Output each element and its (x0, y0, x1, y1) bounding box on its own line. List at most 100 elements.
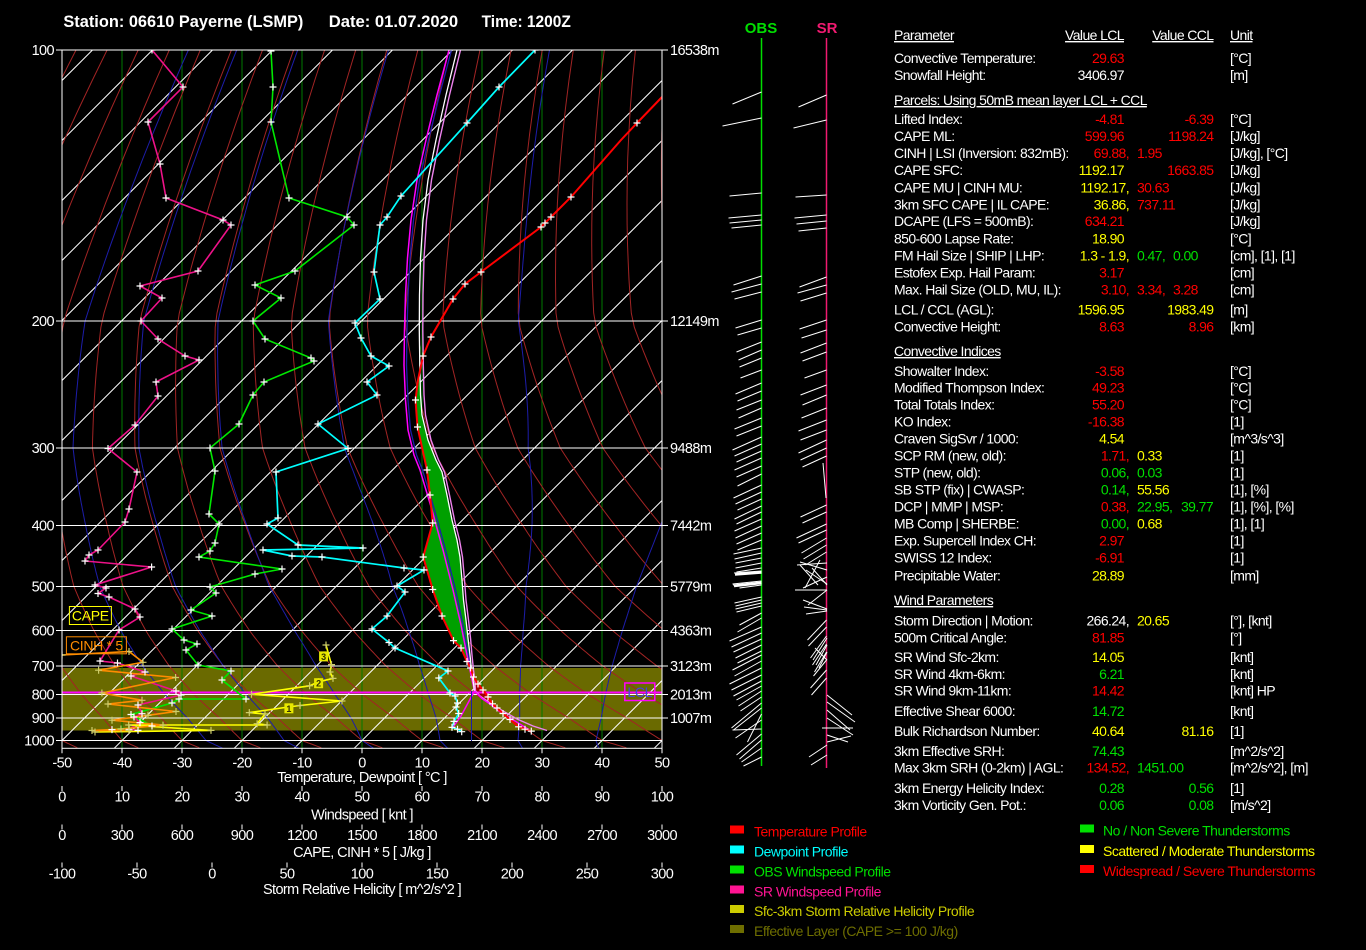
svg-text:Station: 06610 Payerne (LSMP)D: Station: 06610 Payerne (LSMP) Date: 01.07… (63, 12, 570, 31)
svg-text:36.86,: 36.86, (1094, 197, 1129, 213)
svg-text:12149m: 12149m (670, 314, 719, 330)
svg-text:Lifted Index:: Lifted Index: (894, 111, 962, 127)
svg-text:90: 90 (595, 790, 610, 806)
svg-text:0.08: 0.08 (1189, 797, 1215, 813)
svg-text:KO Index:: KO Index: (894, 414, 951, 430)
svg-text:[J/kg]: [J/kg] (1230, 213, 1260, 229)
svg-text:14.72: 14.72 (1092, 703, 1125, 719)
svg-text:[J/kg]: [J/kg] (1230, 180, 1260, 196)
svg-text:[°C]: [°C] (1230, 397, 1251, 413)
svg-text:CAPE MU | CINH MU:: CAPE MU | CINH MU: (894, 180, 1022, 196)
svg-text:3: 3 (321, 652, 326, 662)
svg-text:FM Hail Size | SHIP | LHP:: FM Hail Size | SHIP | LHP: (894, 248, 1044, 264)
svg-text:[m^2/s^2], [m]: [m^2/s^2], [m] (1230, 760, 1308, 776)
svg-text:[1]: [1] (1230, 414, 1244, 430)
svg-text:[knt]: [knt] (1230, 649, 1253, 665)
svg-text:1: 1 (286, 704, 291, 714)
svg-text:CAPE SFC:: CAPE SFC: (894, 162, 963, 178)
svg-text:10: 10 (415, 756, 430, 772)
svg-text:0: 0 (208, 867, 216, 883)
svg-text:[1], [%], [%]: [1], [%], [%] (1230, 499, 1294, 515)
svg-text:81.16: 81.16 (1181, 723, 1214, 739)
svg-text:CINH | LSI (Inversion: 832mB):: CINH | LSI (Inversion: 832mB): (894, 145, 1069, 161)
svg-text:0: 0 (58, 790, 66, 806)
svg-text:Widespread / Severe Thundersto: Widespread / Severe Thunderstorms (1103, 863, 1316, 879)
svg-text:1000: 1000 (24, 734, 54, 750)
svg-text:Max 3km SRH (0-2km) | AGL:: Max 3km SRH (0-2km) | AGL: (894, 760, 1063, 776)
svg-text:600: 600 (32, 624, 55, 640)
svg-text:[knt]: [knt] (1230, 703, 1253, 719)
svg-text:Parameter: Parameter (894, 27, 955, 43)
svg-text:50: 50 (355, 790, 370, 806)
svg-text:600: 600 (171, 828, 194, 844)
svg-text:74.43: 74.43 (1092, 743, 1125, 759)
svg-text:8.63: 8.63 (1099, 319, 1125, 335)
svg-text:2400: 2400 (527, 828, 557, 844)
svg-text:20: 20 (175, 790, 190, 806)
svg-text:1500: 1500 (347, 828, 377, 844)
svg-text:14.42: 14.42 (1092, 683, 1125, 699)
svg-text:200: 200 (501, 867, 524, 883)
svg-text:700: 700 (32, 659, 55, 675)
svg-text:-6.39: -6.39 (1185, 111, 1215, 127)
svg-text:0.33: 0.33 (1137, 448, 1163, 464)
svg-text:50: 50 (280, 867, 295, 883)
svg-text:-20: -20 (232, 756, 252, 772)
svg-text:1663.85: 1663.85 (1167, 162, 1214, 178)
svg-text:29.63: 29.63 (1092, 50, 1125, 66)
svg-text:[°]: [°] (1230, 630, 1242, 646)
svg-text:Bulk Richardson Number:: Bulk Richardson Number: (894, 723, 1040, 739)
svg-text:3km Energy Helicity Index:: 3km Energy Helicity Index: (894, 780, 1044, 796)
svg-text:1007m: 1007m (670, 711, 712, 727)
svg-text:40.64: 40.64 (1092, 723, 1125, 739)
svg-text:Craven SigSvr / 1000:: Craven SigSvr / 1000: (894, 431, 1018, 447)
svg-text:SB STP (fix) | CWASP:: SB STP (fix) | CWASP: (894, 482, 1024, 498)
svg-text:14.05: 14.05 (1092, 649, 1125, 665)
svg-text:3406.97: 3406.97 (1078, 67, 1125, 83)
svg-text:1451.00: 1451.00 (1137, 760, 1184, 776)
svg-text:0.47,: 0.47, (1137, 248, 1165, 264)
svg-text:200: 200 (32, 314, 55, 330)
svg-text:40: 40 (295, 790, 310, 806)
svg-text:Convective Height:: Convective Height: (894, 319, 1001, 335)
svg-text:[m^3/s^3]: [m^3/s^3] (1230, 431, 1284, 447)
svg-text:-40: -40 (112, 756, 132, 772)
svg-text:5779m: 5779m (670, 580, 712, 596)
svg-text:2700: 2700 (587, 828, 617, 844)
svg-text:49.23: 49.23 (1092, 380, 1125, 396)
svg-text:100: 100 (32, 43, 55, 59)
svg-text:9488m: 9488m (670, 441, 712, 457)
svg-text:0.14,: 0.14, (1101, 482, 1129, 498)
svg-text:3.17: 3.17 (1099, 265, 1125, 281)
svg-text:300: 300 (111, 828, 134, 844)
svg-text:[°C]: [°C] (1230, 231, 1251, 247)
svg-text:3.10,: 3.10, (1101, 282, 1129, 298)
svg-text:OBS Windspeed Profile: OBS Windspeed Profile (754, 864, 891, 880)
svg-text:0: 0 (358, 756, 366, 772)
svg-text:1983.49: 1983.49 (1167, 302, 1214, 318)
svg-text:20: 20 (475, 756, 490, 772)
svg-text:8.96: 8.96 (1189, 319, 1215, 335)
svg-text:-4.81: -4.81 (1095, 111, 1125, 127)
svg-text:55.56: 55.56 (1137, 482, 1170, 498)
svg-text:70: 70 (475, 790, 490, 806)
svg-text:SWISS 12 Index:: SWISS 12 Index: (894, 550, 992, 566)
svg-text:Estofex Exp. Hail Param:: Estofex Exp. Hail Param: (894, 265, 1035, 281)
svg-text:3000: 3000 (647, 828, 677, 844)
svg-text:1.3 - 1.9,: 1.3 - 1.9, (1080, 248, 1129, 264)
svg-text:40: 40 (595, 756, 610, 772)
svg-text:SCP RM (new, old):: SCP RM (new, old): (894, 448, 1006, 464)
svg-text:[1]: [1] (1230, 780, 1244, 796)
svg-text:0: 0 (58, 828, 66, 844)
svg-text:30: 30 (535, 756, 550, 772)
svg-text:900: 900 (32, 711, 55, 727)
svg-text:[°C]: [°C] (1230, 363, 1251, 379)
svg-text:[1], [%]: [1], [%] (1230, 482, 1269, 498)
svg-text:150: 150 (426, 867, 449, 883)
svg-text:3km Vorticity Gen. Pot.:: 3km Vorticity Gen. Pot.: (894, 797, 1026, 813)
svg-text:[°C]: [°C] (1230, 111, 1251, 127)
svg-text:OBS: OBS (745, 20, 778, 37)
svg-text:2100: 2100 (467, 828, 497, 844)
svg-text:39.77: 39.77 (1181, 499, 1214, 515)
svg-text:[m]: [m] (1230, 302, 1248, 318)
